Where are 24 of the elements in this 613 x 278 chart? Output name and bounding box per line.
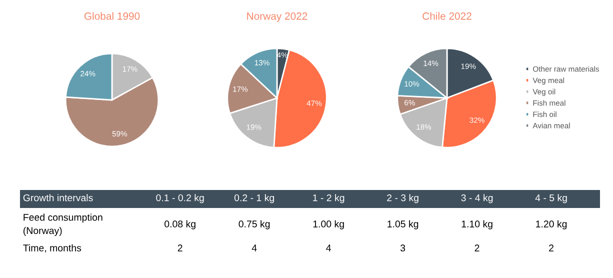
text: 3 — [400, 244, 406, 252]
text: 3 - 4 kg — [461, 194, 493, 204]
text: 2 - 3 kg — [387, 194, 418, 204]
text: 0.75 kg — [238, 220, 270, 230]
text: 4 — [326, 244, 331, 252]
text: 0.1 - 0.2 kg — [156, 194, 204, 204]
text: 4 - 5 kg — [535, 194, 567, 204]
text: 1.20 kg — [536, 220, 567, 230]
text: 0.08 kg — [164, 220, 196, 230]
text: 2 — [474, 244, 480, 252]
text: 4 — [252, 244, 257, 252]
text: Growth intervals — [23, 194, 93, 202]
text: Time, months — [23, 244, 82, 253]
text: 1.00 kg — [313, 220, 344, 230]
text: 1 - 2 kg — [313, 194, 344, 204]
text: Feed consumption (Norway) — [24, 214, 102, 236]
chart-title: Chile 2022 — [422, 12, 472, 20]
chart-title: Global 1990 — [84, 12, 140, 20]
text: 1.05 kg — [388, 220, 418, 230]
chart-title: Norway 2022 — [247, 12, 308, 22]
text: 1.10 kg — [462, 220, 492, 230]
text: 2 — [549, 244, 554, 252]
text: 2 — [178, 244, 182, 252]
text: 0.2 - 1 kg — [234, 194, 274, 204]
